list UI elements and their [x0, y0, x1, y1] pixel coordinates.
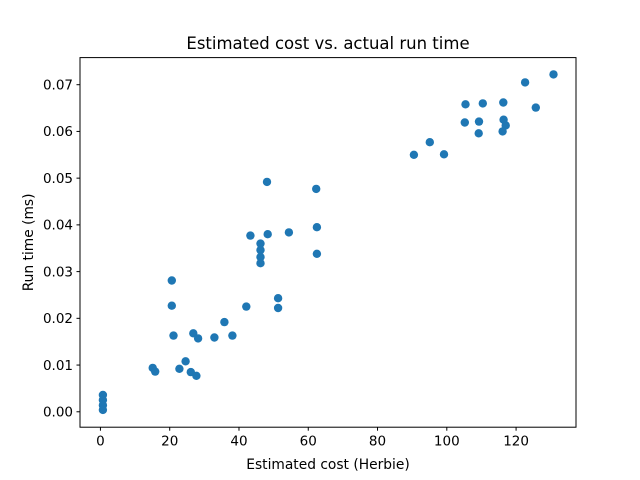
data-point — [246, 231, 255, 240]
data-point — [478, 99, 487, 108]
data-point — [498, 127, 507, 136]
x-axis-label: Estimated cost (Herbie) — [246, 457, 409, 473]
data-point — [167, 276, 176, 285]
data-point — [284, 228, 294, 237]
data-point — [175, 364, 184, 373]
data-point — [312, 223, 322, 232]
data-point — [151, 367, 160, 376]
data-point — [312, 249, 322, 258]
data-point — [98, 405, 108, 415]
data-point — [256, 259, 265, 268]
data-point — [549, 70, 558, 79]
data-point — [256, 245, 265, 255]
x-tick-label: 60 — [300, 434, 317, 450]
data-point — [181, 357, 190, 366]
y-axis-ticks: 0.00 0.01 0.02 0.03 0.04 0.05 0.06 0.07 — [43, 77, 80, 420]
data-point — [167, 301, 176, 310]
data-point — [256, 239, 265, 248]
data-point — [263, 230, 272, 239]
data-point — [210, 333, 219, 342]
data-points — [98, 70, 558, 415]
data-point — [439, 150, 449, 159]
data-point — [193, 334, 203, 343]
data-point — [425, 138, 434, 147]
data-point — [273, 303, 283, 313]
y-tick-label: 0.04 — [43, 218, 73, 234]
data-point — [531, 103, 540, 112]
x-tick-label: 100 — [434, 434, 460, 450]
data-point — [192, 371, 201, 380]
data-point — [273, 294, 283, 303]
data-point — [256, 252, 265, 262]
plot-title: Estimated cost vs. actual run time — [186, 34, 469, 53]
data-point — [499, 98, 508, 107]
data-point — [262, 177, 272, 187]
y-tick-label: 0.06 — [43, 124, 73, 140]
data-point — [312, 184, 321, 194]
plot-area-frame — [79, 57, 577, 428]
x-tick-label: 80 — [369, 434, 386, 450]
y-tick-label: 0.00 — [43, 404, 73, 420]
x-tick-label: 120 — [503, 434, 529, 450]
y-tick-label: 0.01 — [43, 358, 73, 374]
x-tick-label: 40 — [230, 434, 247, 450]
data-point — [474, 117, 484, 126]
data-point — [242, 302, 251, 311]
y-axis-label: Run time (ms) — [21, 194, 37, 292]
y-tick-label: 0.07 — [43, 77, 73, 93]
data-point — [169, 331, 178, 340]
x-axis-ticks: 0 20 40 60 80 100 120 — [96, 427, 529, 450]
y-tick-label: 0.05 — [43, 171, 73, 187]
data-point — [409, 150, 419, 159]
x-tick-label: 0 — [96, 434, 105, 450]
data-point — [228, 331, 237, 340]
y-tick-label: 0.02 — [43, 311, 73, 327]
data-point — [520, 78, 530, 87]
data-point — [460, 118, 469, 127]
data-point — [220, 317, 229, 327]
data-point — [474, 129, 483, 138]
y-tick-label: 0.03 — [43, 264, 73, 280]
data-point — [461, 100, 470, 109]
x-tick-label: 20 — [161, 434, 178, 450]
